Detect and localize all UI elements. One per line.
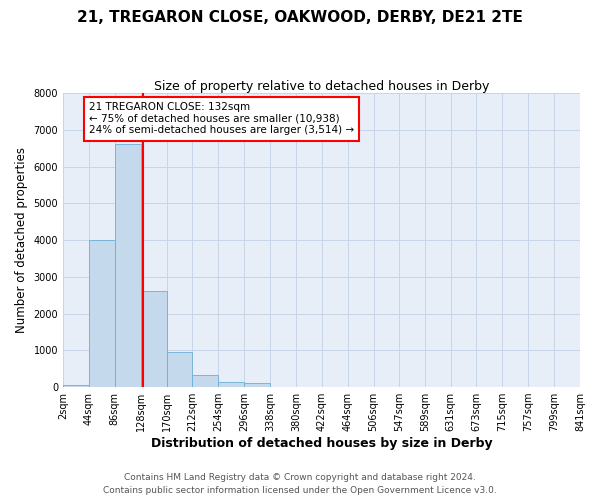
Y-axis label: Number of detached properties: Number of detached properties	[15, 147, 28, 333]
Bar	[115, 144, 140, 387]
X-axis label: Distribution of detached houses by size in Derby: Distribution of detached houses by size …	[151, 437, 493, 450]
Bar	[193, 376, 218, 387]
Title: Size of property relative to detached houses in Derby: Size of property relative to detached ho…	[154, 80, 489, 93]
Bar	[218, 382, 244, 387]
Bar	[244, 384, 270, 387]
Bar	[63, 385, 89, 387]
Bar	[167, 352, 193, 387]
Text: Contains HM Land Registry data © Crown copyright and database right 2024.
Contai: Contains HM Land Registry data © Crown c…	[103, 474, 497, 495]
Text: 21, TREGARON CLOSE, OAKWOOD, DERBY, DE21 2TE: 21, TREGARON CLOSE, OAKWOOD, DERBY, DE21…	[77, 10, 523, 25]
Bar	[140, 291, 167, 387]
Text: 21 TREGARON CLOSE: 132sqm
← 75% of detached houses are smaller (10,938)
24% of s: 21 TREGARON CLOSE: 132sqm ← 75% of detac…	[89, 102, 354, 136]
Bar	[89, 240, 115, 387]
